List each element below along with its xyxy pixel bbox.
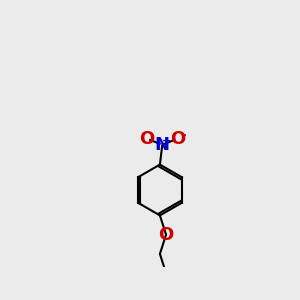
Text: O: O (158, 226, 174, 244)
Text: O: O (170, 130, 185, 148)
Text: O: O (139, 130, 154, 148)
Text: N: N (155, 136, 170, 154)
Text: -: - (180, 128, 186, 142)
Text: +: + (162, 136, 172, 146)
